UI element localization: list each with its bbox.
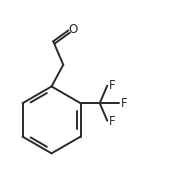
Text: F: F bbox=[121, 97, 127, 110]
Text: O: O bbox=[68, 23, 78, 36]
Text: F: F bbox=[109, 115, 116, 128]
Text: F: F bbox=[109, 79, 116, 92]
